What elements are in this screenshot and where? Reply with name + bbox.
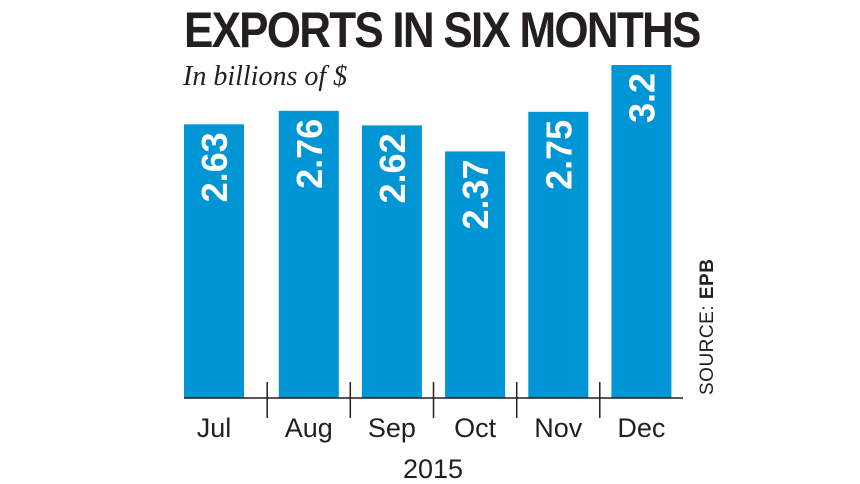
tick-label-sep: Sep [368, 413, 416, 443]
tick-label-oct: Oct [454, 413, 497, 443]
bar-aug [278, 110, 339, 399]
bar-oct [445, 151, 506, 398]
value-label-dec: 3.2 [621, 73, 662, 123]
value-labels-group: 2.63 2.76 2.62 2.37 2.75 3.2 [194, 73, 662, 229]
tick-label-aug: Aug [285, 413, 333, 443]
x-tick-labels-group: Jul Aug Sep Oct Nov Dec [197, 413, 666, 443]
x-axis-label: 2015 [403, 454, 463, 484]
bar-jul [184, 124, 244, 399]
tick-label-dec: Dec [617, 413, 665, 443]
tick-label-nov: Nov [534, 413, 583, 443]
x-ticks-group [266, 382, 601, 418]
value-label-oct: 2.37 [455, 159, 496, 229]
bars-group [184, 65, 672, 399]
bar-sep [361, 125, 422, 399]
source-credit: SOURCE: EPB [697, 259, 719, 395]
chart-subtitle: In billions of $ [183, 61, 348, 92]
value-label-nov: 2.75 [538, 120, 579, 190]
value-label-sep: 2.62 [372, 133, 413, 203]
bar-dec [611, 65, 672, 398]
source-label: SOURCE: [697, 304, 718, 395]
source-name: EPB [697, 258, 718, 300]
value-label-jul: 2.63 [194, 132, 235, 202]
tick-label-jul: Jul [197, 413, 232, 443]
bar-nov [528, 111, 589, 399]
value-label-aug: 2.76 [289, 119, 330, 189]
chart-title: EXPORTS IN SIX MONTHS [184, 2, 701, 58]
